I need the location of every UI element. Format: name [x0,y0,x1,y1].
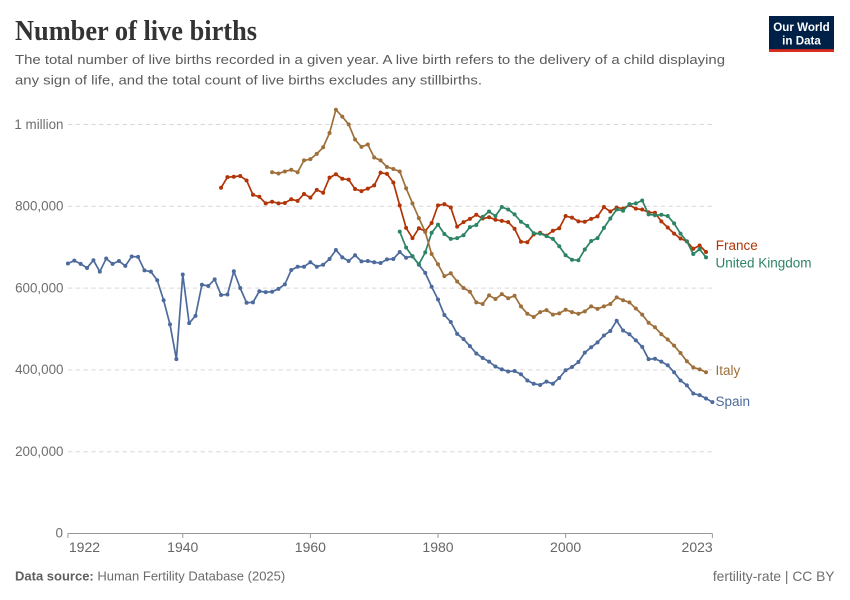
svg-text:1980: 1980 [422,539,453,555]
svg-text:2023: 2023 [682,539,713,555]
svg-text:The total number of live birth: The total number of live births recorded… [15,52,725,67]
svg-text:400,000: 400,000 [15,362,63,377]
svg-text:Spain: Spain [716,394,751,409]
svg-text:1960: 1960 [295,539,326,555]
svg-text:in Data: in Data [782,35,821,48]
svg-text:Italy: Italy [716,363,741,378]
svg-text:Number of live births: Number of live births [15,16,257,47]
svg-text:fertility-rate | CC BY: fertility-rate | CC BY [713,569,835,584]
svg-text:200,000: 200,000 [15,444,63,459]
svg-text:France: France [716,238,758,253]
svg-text:2000: 2000 [550,539,581,555]
svg-text:any sign of life, and the tota: any sign of life, and the total count of… [15,73,482,88]
svg-text:Our World: Our World [773,21,829,34]
svg-text:1 million: 1 million [14,117,63,132]
svg-text:600,000: 600,000 [15,280,63,295]
svg-text:0: 0 [56,526,63,541]
svg-text:Data source: Human Fertility D: Data source: Human Fertility Database (2… [15,568,285,583]
svg-text:800,000: 800,000 [15,199,63,214]
svg-text:United Kingdom: United Kingdom [716,256,812,271]
svg-text:1940: 1940 [167,539,198,555]
svg-text:1922: 1922 [69,539,100,555]
